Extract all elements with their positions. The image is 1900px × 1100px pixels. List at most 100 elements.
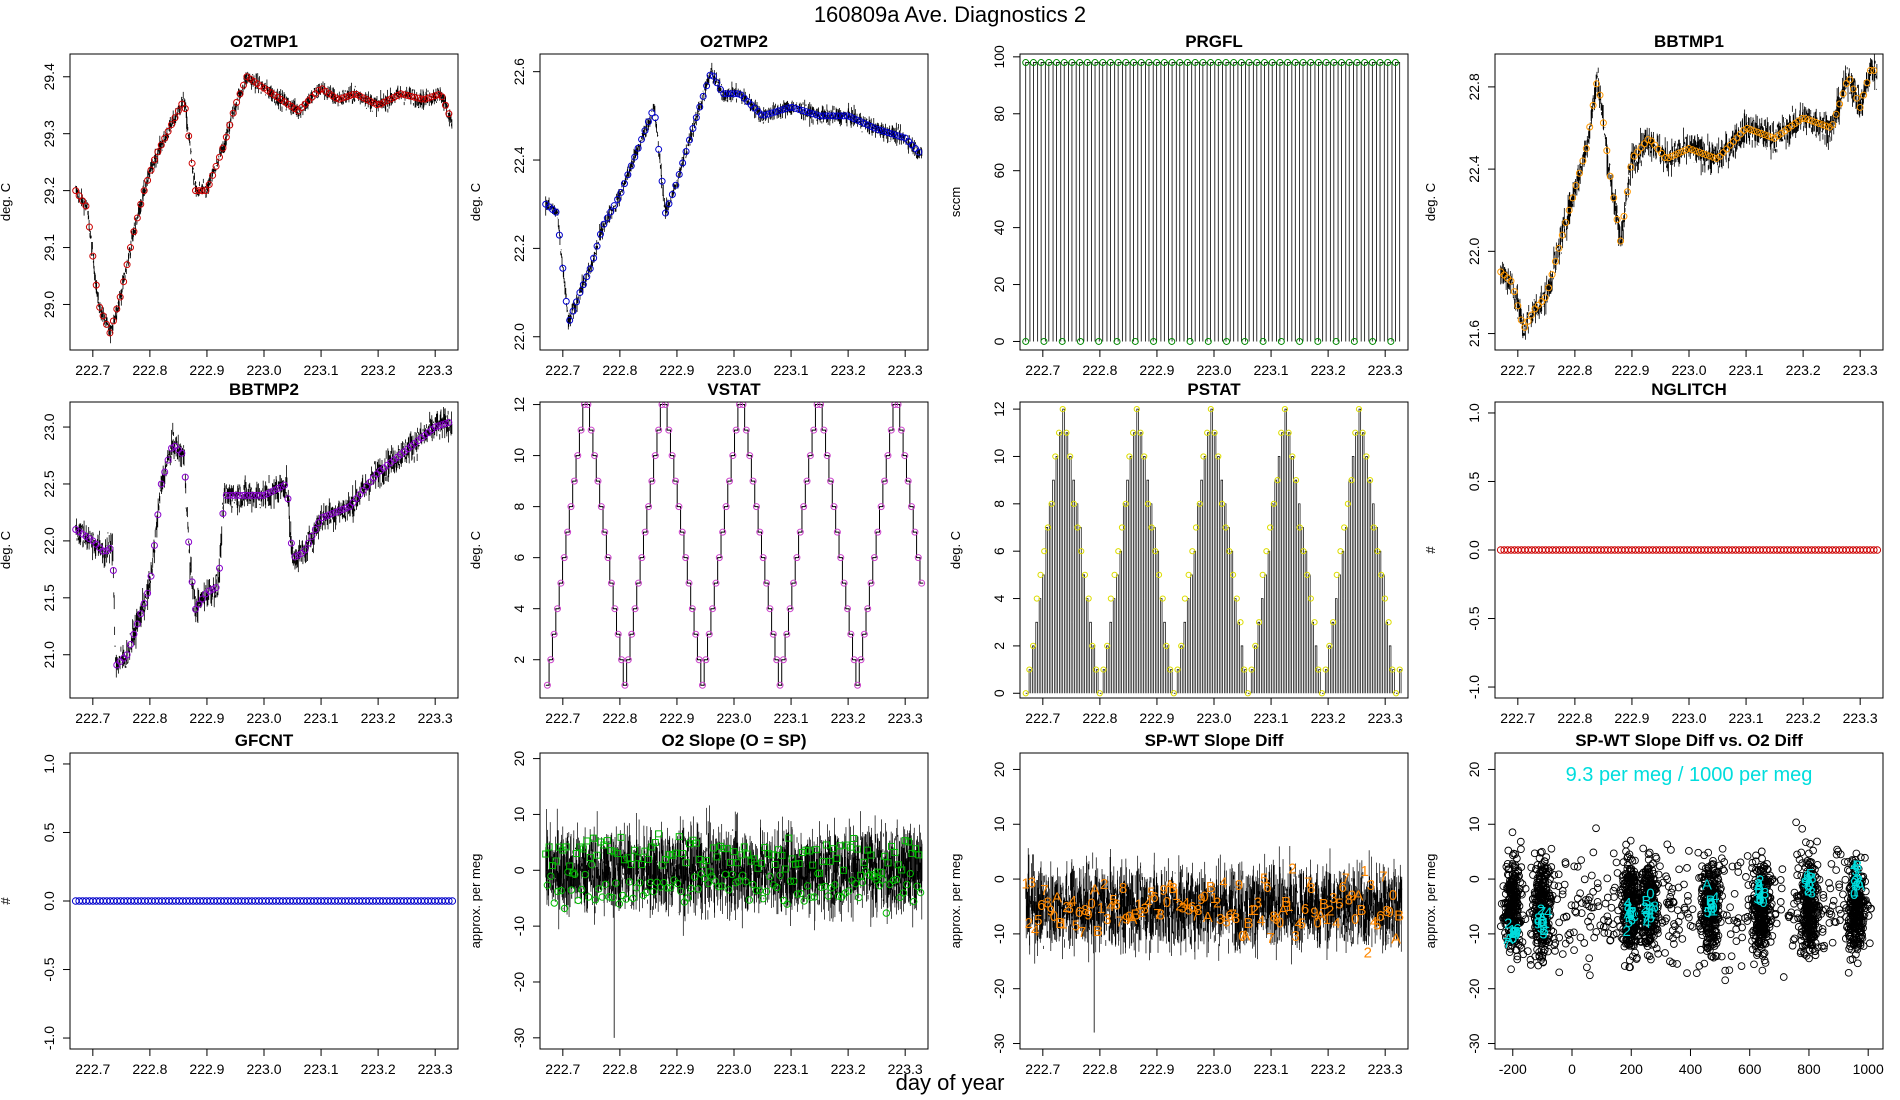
data-marker — [1503, 860, 1512, 868]
x-tick-label: 222.8 — [132, 710, 167, 726]
data-marker — [1645, 935, 1654, 943]
data-marker — [584, 402, 592, 409]
data-marker — [1797, 936, 1806, 945]
data-marker — [1607, 903, 1616, 912]
x-tick-label: 223.1 — [1254, 710, 1289, 726]
data-marker — [591, 896, 600, 904]
chart-annotation: 9.3 per meg / 1000 per meg — [1566, 764, 1813, 786]
data-marker — [123, 261, 131, 269]
data-label: B — [1281, 894, 1291, 911]
data-marker — [1752, 906, 1760, 915]
data-marker — [1622, 847, 1630, 856]
data-marker — [1732, 937, 1741, 945]
data-marker — [905, 838, 913, 846]
data-marker — [1536, 848, 1545, 857]
data-marker — [1168, 59, 1176, 67]
data-marker — [1661, 153, 1669, 161]
data-label: 3 — [1367, 877, 1375, 894]
data-label: 0 — [1087, 895, 1095, 912]
data-marker — [1701, 898, 1710, 906]
data-marker — [1764, 873, 1773, 882]
data-marker — [1752, 851, 1760, 860]
data-marker — [552, 208, 560, 216]
data-marker — [1577, 856, 1585, 864]
data-marker — [1544, 867, 1553, 875]
data-marker — [1226, 548, 1233, 555]
data-marker — [1612, 858, 1621, 867]
data-marker — [1314, 337, 1322, 345]
data-marker — [1176, 59, 1184, 67]
data-marker — [1540, 871, 1549, 880]
data-marker — [798, 107, 806, 115]
data-marker — [1565, 206, 1573, 214]
data-marker — [301, 546, 309, 554]
data-marker — [679, 159, 687, 167]
data-marker — [1338, 59, 1346, 67]
y-tick-label: 8 — [511, 503, 527, 511]
data-marker — [1835, 880, 1843, 889]
data-marker — [1692, 147, 1700, 155]
data-marker — [1673, 960, 1681, 968]
data-marker — [1333, 571, 1340, 578]
data-label: 8 — [1119, 880, 1127, 897]
data-marker — [1836, 100, 1844, 108]
plot-frame — [1494, 401, 1884, 699]
data-marker — [1785, 913, 1793, 922]
data-marker — [1711, 951, 1720, 960]
data-marker — [1798, 824, 1807, 833]
data-marker — [1651, 141, 1659, 149]
data-marker — [840, 112, 848, 120]
data-marker — [1837, 909, 1845, 918]
data-marker — [846, 113, 854, 121]
y-tick-label: 60 — [991, 163, 1007, 179]
data-label: 1 — [1508, 922, 1516, 939]
data-marker — [557, 886, 565, 895]
data-label: 1 — [1059, 916, 1067, 933]
data-marker — [308, 532, 316, 540]
data-marker — [588, 861, 596, 869]
data-marker — [1564, 931, 1573, 939]
data-label: 1 — [1022, 876, 1030, 893]
x-tick-label: 223.1 — [774, 362, 809, 378]
data-label: A — [1278, 902, 1288, 919]
data-marker — [1727, 952, 1736, 961]
data-marker — [1682, 146, 1690, 154]
data-marker — [1204, 337, 1212, 345]
data-label: 8 — [1651, 899, 1659, 916]
data-marker — [424, 94, 432, 102]
data-label: A — [1316, 907, 1326, 924]
data-marker — [756, 528, 764, 536]
data-marker — [1593, 879, 1602, 888]
data-marker — [1218, 500, 1226, 507]
data-marker — [318, 514, 326, 522]
y-tick-label: 80 — [991, 106, 1007, 122]
data-marker — [751, 855, 759, 863]
data-marker — [1504, 846, 1513, 855]
data-marker — [870, 124, 878, 132]
data-marker — [547, 872, 555, 880]
data-label: A — [1855, 877, 1865, 894]
data-marker — [1518, 880, 1527, 888]
data-marker — [1870, 546, 1878, 554]
data-marker — [1259, 337, 1267, 345]
data-marker — [1776, 898, 1785, 906]
data-marker — [1558, 231, 1566, 239]
data-label: 8 — [1804, 882, 1812, 899]
data-label: 4 — [1219, 875, 1227, 892]
data-marker — [1811, 872, 1820, 880]
data-marker — [1315, 666, 1322, 673]
data-marker — [552, 857, 560, 865]
data-marker — [809, 110, 817, 118]
data-marker — [718, 882, 726, 890]
data-marker — [1361, 59, 1369, 67]
data-marker — [1353, 59, 1361, 67]
data-marker — [363, 96, 371, 104]
data-marker — [253, 491, 261, 499]
data-marker — [236, 491, 244, 499]
data-marker — [1510, 288, 1518, 296]
data-marker — [260, 491, 268, 499]
data-marker — [1150, 337, 1158, 345]
data-label: 5 — [1335, 895, 1343, 912]
data-label: B — [1244, 915, 1254, 932]
plot-frame — [1494, 752, 1884, 1050]
